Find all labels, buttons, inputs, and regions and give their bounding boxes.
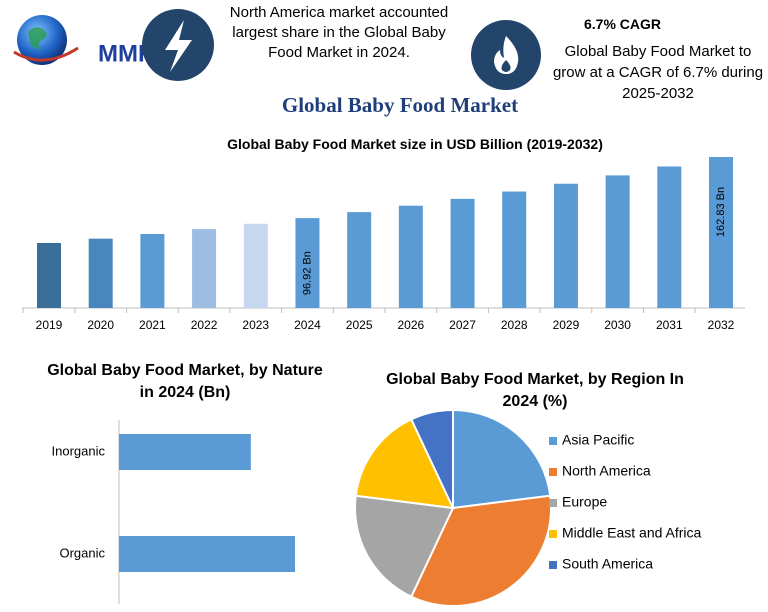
- bar: [37, 242, 61, 308]
- main-title: Global Baby Food Market: [281, 93, 519, 117]
- lightning-icon: [142, 9, 214, 81]
- bar: [502, 191, 527, 308]
- legend-swatch: [549, 468, 557, 476]
- legend-swatch: [549, 499, 557, 507]
- legend-label: Asia Pacific: [562, 432, 634, 448]
- value-label: 96.92 Bn: [301, 251, 313, 295]
- legend-label: South America: [562, 556, 653, 572]
- x-tick-label: 2026: [397, 318, 424, 332]
- y-tick-label: Organic: [59, 545, 105, 560]
- y-tick-label: Inorganic: [52, 443, 106, 458]
- bar: [192, 229, 217, 308]
- chart-title: Global Baby Food Market size in USD Bill…: [227, 136, 603, 152]
- x-tick-label: 2027: [449, 318, 476, 332]
- legend-swatch: [549, 561, 557, 569]
- x-tick-label: 2025: [346, 318, 373, 332]
- x-tick-label: 2022: [191, 318, 218, 332]
- bar: [657, 166, 682, 308]
- x-tick-label: 2031: [656, 318, 683, 332]
- bar: [398, 205, 423, 308]
- bar: [450, 198, 475, 308]
- legend-label: Middle East and Africa: [562, 525, 702, 541]
- bar: [709, 157, 733, 308]
- fire-icon: [471, 20, 541, 90]
- x-tick-label: 2032: [708, 318, 735, 332]
- x-tick-label: 2029: [553, 318, 580, 332]
- x-tick-label: 2021: [139, 318, 166, 332]
- legend-label: Europe: [562, 494, 607, 510]
- x-tick-label: 2028: [501, 318, 528, 332]
- pie-slice: [409, 408, 454, 509]
- bar: [295, 218, 320, 308]
- legend-label: North America: [562, 463, 651, 479]
- value-label: 162.83 Bn: [715, 187, 727, 237]
- highlight-text: North America market accounted largest s…: [229, 4, 449, 61]
- bar: [243, 223, 268, 308]
- bar: [119, 434, 251, 470]
- x-tick-label: 2023: [242, 318, 269, 332]
- pie-slice: [452, 408, 552, 510]
- pie-slice: [354, 417, 455, 510]
- bar: [553, 183, 578, 308]
- chart-title: Global Baby Food Market, by Nature in 20…: [47, 362, 323, 401]
- chart-title: Global Baby Food Market, by Region In 20…: [386, 371, 684, 410]
- cagr-text: Global Baby Food Market to grow at a CAG…: [552, 43, 764, 102]
- legend-swatch: [549, 530, 557, 538]
- pie-slice: [354, 494, 455, 599]
- bar: [347, 212, 372, 308]
- bar: [88, 238, 113, 308]
- bar: [119, 536, 295, 572]
- x-tick-label: 2024: [294, 318, 321, 332]
- bar: [140, 233, 165, 308]
- bar: [605, 175, 630, 308]
- x-tick-label: 2019: [36, 318, 63, 332]
- x-tick-label: 2030: [604, 318, 631, 332]
- cagr-title: 6.7% CAGR: [583, 16, 662, 32]
- legend-swatch: [549, 437, 557, 445]
- x-tick-label: 2020: [87, 318, 114, 332]
- logo-icon: [13, 15, 79, 65]
